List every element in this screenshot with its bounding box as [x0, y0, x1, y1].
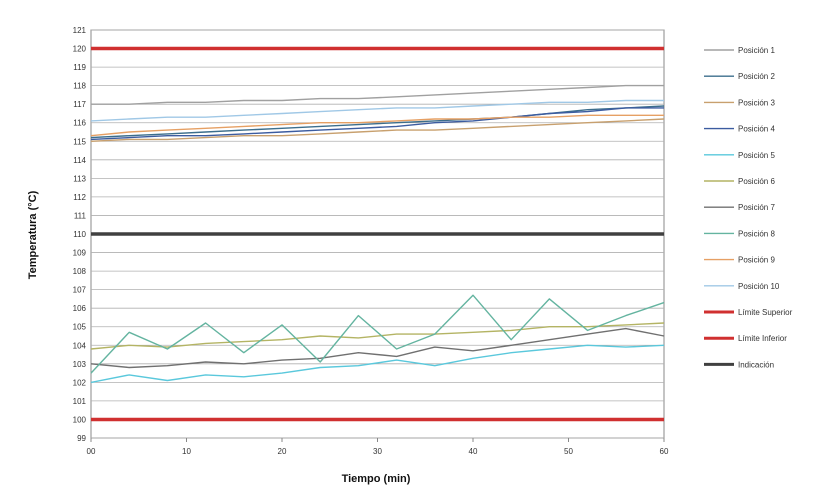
legend-label: Posición 2	[738, 72, 775, 81]
legend-label: Posición 7	[738, 203, 775, 212]
x-tick-label: 50	[564, 447, 573, 456]
legend-label: Posición 3	[738, 98, 775, 107]
x-tick-label: 00	[87, 447, 96, 456]
y-tick-label: 114	[73, 156, 86, 165]
y-tick-label: 100	[73, 415, 87, 424]
series-line-2	[90, 105, 665, 139]
y-tick-label: 105	[73, 323, 87, 332]
series-line-4	[90, 107, 664, 141]
x-tick-label: 10	[182, 447, 191, 456]
legend-label: Límite Superior	[738, 308, 793, 317]
legend-label: Límite Inferior	[738, 334, 787, 343]
y-tick-label: 112	[73, 193, 86, 202]
series-line-5	[90, 344, 665, 384]
y-axis-label: Temperatura (°C)	[27, 190, 39, 279]
y-tick-label: 108	[73, 267, 87, 276]
x-tick-label: 40	[469, 447, 478, 456]
legend-label: Posición 6	[738, 177, 775, 186]
y-tick-label: 101	[73, 397, 87, 406]
y-tick-label: 107	[73, 286, 87, 295]
y-tick-label: 117	[73, 100, 86, 109]
y-tick-label: 118	[73, 82, 86, 91]
y-tick-label: 103	[73, 360, 87, 369]
series-line-9	[90, 114, 664, 137]
series-line-6	[90, 322, 665, 350]
y-tick-label: 104	[73, 341, 87, 350]
series-line-3	[90, 118, 665, 142]
x-tick-label: 60	[660, 447, 669, 456]
y-tick-label: 116	[73, 119, 86, 128]
legend-label: Posición 8	[738, 229, 775, 238]
y-tick-label: 115	[73, 137, 86, 146]
y-tick-label: 106	[73, 304, 87, 313]
legend-label: Posición 1	[738, 46, 775, 55]
series-line-7	[90, 327, 665, 369]
legend-label: Indicación	[738, 360, 774, 369]
y-tick-label: 111	[74, 211, 87, 220]
y-tick-label: 121	[73, 26, 87, 35]
x-tick-label: 20	[278, 447, 287, 456]
series-line-1	[91, 84, 664, 105]
legend-label: Posición 4	[738, 125, 775, 134]
legend-label: Posición 9	[738, 256, 775, 265]
y-tick-label: 99	[77, 434, 86, 443]
legend-label: Posición 5	[738, 151, 775, 160]
y-tick-label: 110	[73, 230, 86, 239]
y-tick-label: 102	[73, 378, 87, 387]
y-tick-label: 120	[73, 45, 87, 54]
x-tick-label: 30	[373, 447, 382, 456]
legend-label: Posición 10	[738, 282, 780, 291]
y-tick-label: 113	[73, 174, 86, 183]
series-line-10	[90, 99, 664, 122]
y-tick-label: 119	[73, 63, 86, 72]
series-line-8	[90, 294, 665, 374]
x-axis-label: Tiempo (min)	[342, 473, 411, 485]
y-tick-label: 109	[73, 249, 87, 258]
